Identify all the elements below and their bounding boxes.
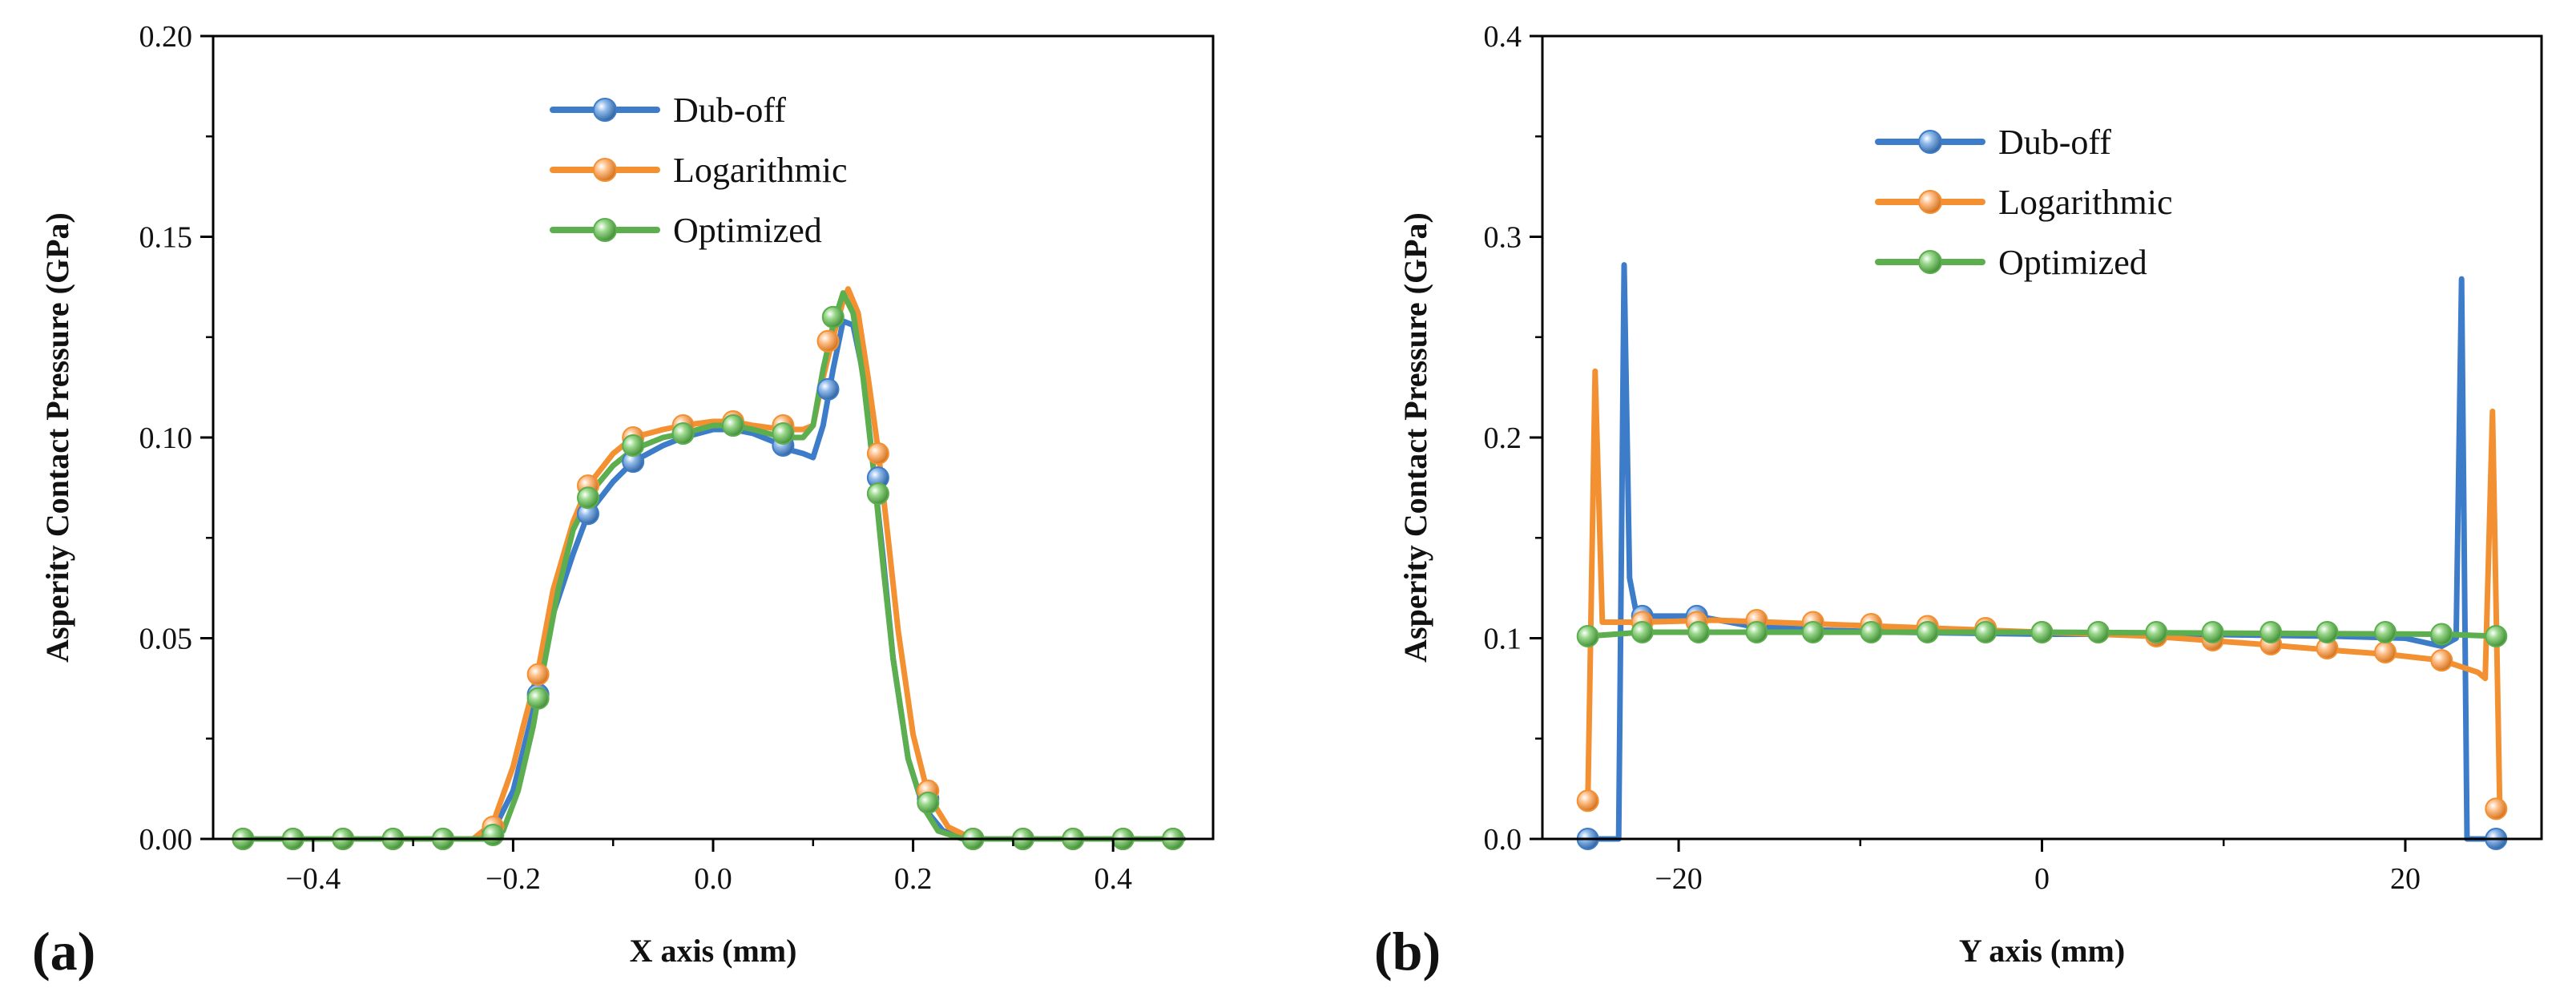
panel-label: (a): [32, 921, 95, 982]
chart-panel-b: −20 0 20 0.0 0.1 0.2 0.3 0.4 Y axis (mm) Asperity…: [1374, 20, 2543, 982]
data-point-optimized: [577, 486, 599, 510]
legend-label: Dub-off: [1998, 123, 2111, 162]
data-point-optimized: [1576, 625, 1599, 647]
legend-swatch-marker: [593, 98, 617, 122]
panel-label: (b): [1374, 921, 1441, 982]
data-point-optimized: [1687, 621, 1710, 643]
data-point-optimized: [2316, 621, 2339, 643]
y-tick-label: 0.3: [1484, 221, 1522, 255]
y-tick-label: 0.1: [1484, 623, 1522, 656]
y-tick-label: 0.2: [1484, 421, 1522, 455]
x-tick-label: 0.0: [694, 862, 732, 896]
x-tick-label: −0.2: [486, 862, 541, 896]
y-tick-label: 0.05: [139, 623, 193, 656]
y-tick-label: 0.20: [139, 20, 193, 54]
series-line-dub-off: [1585, 262, 2499, 842]
data-point-optimized: [1801, 621, 1824, 643]
legend-swatch-marker: [1918, 250, 1942, 274]
legend-label: Optimized: [673, 211, 822, 250]
data-point-optimized: [2485, 625, 2508, 647]
data-point-optimized: [2374, 621, 2397, 643]
data-point-optimized: [1974, 621, 1998, 643]
y-axis-label: Asperity Contact Pressure (GPa): [39, 212, 75, 663]
y-tick-label: 0.0: [1484, 823, 1522, 857]
data-point-optimized: [1631, 621, 1654, 643]
x-tick-label: −20: [1655, 862, 1702, 896]
legend-swatch-marker: [593, 158, 617, 182]
chart-panel-a: −0.4 −0.2 0.0 0.2 0.4 0.00 0.05 0.10 0.15 0.20 X a…: [32, 20, 1215, 982]
y-tick-label: 0.00: [139, 823, 193, 857]
y-axis-label: Asperity Contact Pressure (GPa): [1397, 212, 1433, 663]
series-line-optimized: [240, 290, 1187, 842]
legend: Dub-off Logarithmic Optimized: [1875, 123, 2173, 282]
x-tick-label: −0.4: [285, 862, 341, 896]
data-point-dub-off: [816, 377, 840, 401]
y-tick-label: 0.4: [1484, 20, 1522, 54]
x-tick-label: 0: [2034, 862, 2050, 896]
data-point-logarithmic: [526, 663, 550, 686]
data-point-optimized: [482, 824, 505, 846]
data-point-optimized: [2086, 621, 2110, 643]
data-point-optimized: [526, 687, 550, 710]
legend-label: Logarithmic: [1998, 183, 2173, 222]
data-point-logarithmic: [866, 442, 889, 465]
x-axis-label: X axis (mm): [630, 933, 797, 969]
data-point-optimized: [2030, 621, 2054, 643]
data-point-optimized: [917, 791, 940, 814]
data-point-optimized: [722, 414, 744, 437]
data-point-optimized: [622, 434, 645, 457]
data-point-logarithmic: [816, 329, 840, 353]
data-point-logarithmic: [1576, 789, 1599, 812]
x-tick-label: 0.2: [894, 862, 933, 896]
legend-swatch-marker: [1918, 190, 1942, 214]
series-line-logarithmic: [1585, 368, 2503, 812]
legend-swatch-marker: [593, 218, 617, 242]
legend-label: Logarithmic: [673, 151, 848, 190]
data-point-optimized: [2201, 621, 2224, 643]
x-axis-label: Y axis (mm): [1959, 933, 2125, 969]
y-tick-label: 0.10: [139, 421, 193, 455]
data-point-logarithmic: [2374, 641, 2397, 663]
data-point-optimized: [2430, 623, 2453, 646]
data-point-optimized: [821, 305, 845, 329]
data-point-optimized: [866, 482, 889, 506]
data-point-optimized: [2145, 621, 2168, 643]
data-point-optimized: [2260, 621, 2283, 643]
data-point-optimized: [1916, 621, 1939, 643]
data-point-logarithmic: [2430, 649, 2453, 672]
data-point-logarithmic: [2485, 797, 2508, 821]
x-tick-label: 0.4: [1094, 862, 1132, 896]
legend: Dub-off Logarithmic Optimized: [550, 91, 848, 250]
series-line-logarithmic: [240, 286, 1187, 842]
legend-swatch-marker: [1918, 130, 1942, 154]
data-point-optimized: [1745, 621, 1768, 643]
series-line-dub-off: [240, 318, 1187, 842]
data-point-optimized: [1860, 621, 1883, 643]
data-point-optimized: [772, 422, 795, 445]
y-tick-label: 0.15: [139, 221, 193, 255]
x-tick-label: 20: [2390, 862, 2421, 896]
data-point-optimized: [671, 422, 695, 445]
legend-label: Optimized: [1998, 243, 2147, 282]
legend-label: Dub-off: [673, 91, 786, 130]
